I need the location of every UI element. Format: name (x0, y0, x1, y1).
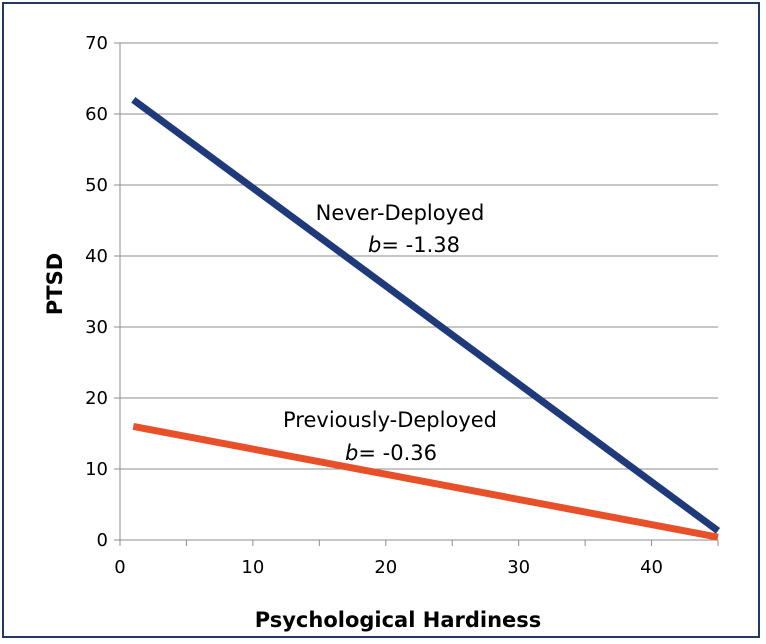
y-tick-label-30: 30 (85, 317, 108, 338)
slope-equals: = (381, 233, 405, 257)
series-line-previously-deployed (132, 422, 719, 541)
x-tick-label-10: 10 (241, 557, 264, 578)
annotation-previously-deployed-slope: b= -0.36 (345, 441, 437, 465)
y-tick-label-0: 0 (97, 530, 108, 551)
annotation-never-deployed-slope: b= -1.38 (368, 233, 460, 257)
slope-value: -1.38 (406, 233, 460, 257)
line-chart: 0 10 20 30 40 50 60 70 0 10 20 30 40 Psychological H… (43, 33, 721, 632)
y-tick-label-10: 10 (85, 459, 108, 480)
series-lines (131, 96, 721, 541)
slope-value: -0.36 (383, 441, 437, 465)
y-tick-label-50: 50 (85, 175, 108, 196)
slope-equals: = (358, 441, 382, 465)
y-axis-title: PTSD (43, 253, 67, 315)
slope-symbol: b (368, 233, 381, 257)
y-tick-label-70: 70 (85, 33, 108, 54)
chart-frame: 0 10 20 30 40 50 60 70 0 10 20 30 40 Psychological H… (2, 2, 760, 638)
y-tick-label-60: 60 (85, 104, 108, 125)
x-tick-label-40: 40 (640, 557, 663, 578)
series-line-never-deployed (131, 96, 721, 534)
x-tick-label-20: 20 (374, 557, 397, 578)
slope-symbol: b (345, 441, 358, 465)
annotation-never-deployed-name: Never-Deployed (316, 201, 485, 225)
x-axis-title: Psychological Hardiness (255, 608, 542, 632)
x-tick-label-30: 30 (507, 557, 530, 578)
tick-labels: 0 10 20 30 40 50 60 70 0 10 20 30 40 (85, 33, 663, 578)
gridlines (120, 42, 718, 470)
y-tick-label-40: 40 (85, 246, 108, 267)
axes (114, 42, 719, 546)
y-tick-label-20: 20 (85, 388, 108, 409)
annotation-previously-deployed-name: Previously-Deployed (283, 408, 497, 432)
x-tick-label-0: 0 (114, 557, 125, 578)
